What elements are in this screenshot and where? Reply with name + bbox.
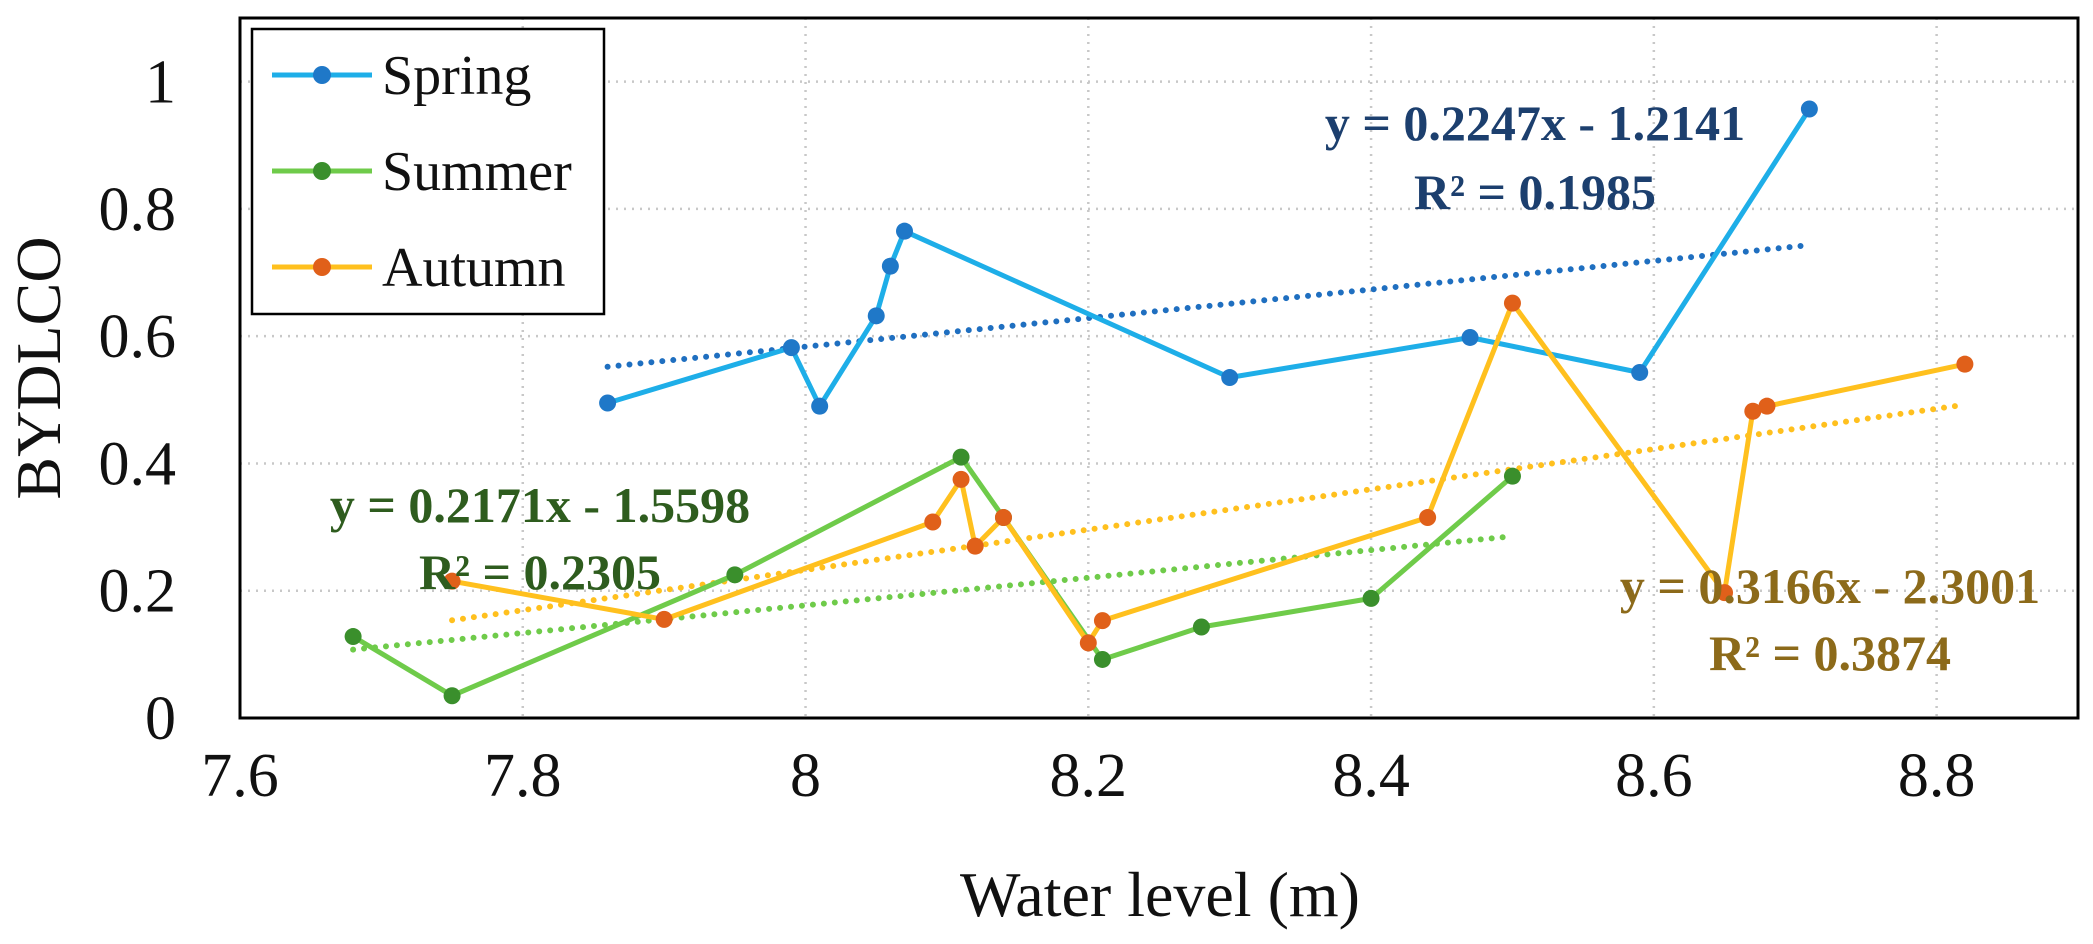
summer-point-6 [1093, 650, 1111, 668]
y-tick-0-4: 0.4 [99, 430, 177, 498]
x-tick-8-6: 8.6 [1615, 742, 1693, 810]
series-markers [344, 100, 1974, 705]
autumn-point-2 [655, 610, 673, 628]
trendlines [350, 242, 1968, 653]
summer-point-8 [1362, 589, 1380, 607]
spring-r2: R² = 0.1985 [1414, 164, 1656, 220]
autumn-point-3 [924, 513, 942, 531]
autumn-point-12 [1744, 402, 1762, 420]
autumn-point-1 [443, 572, 461, 590]
spring-point-1 [599, 394, 617, 412]
x-tick-8-2: 8.2 [1050, 742, 1128, 810]
autumn-point-10 [1503, 294, 1521, 312]
summer-point-7 [1192, 618, 1210, 636]
legend-label-spring: Spring [382, 45, 531, 107]
y-tick-0: 0 [145, 685, 176, 753]
spring-point-3 [811, 397, 829, 415]
summer-point-4 [952, 448, 970, 466]
x-tick-7-8: 7.8 [484, 742, 562, 810]
autumn-point-13 [1758, 397, 1776, 415]
legend-marker-spring [313, 66, 331, 84]
autumn-point-6 [994, 509, 1012, 527]
spring-line [606, 107, 1812, 409]
summer-trendline [350, 533, 1516, 653]
autumn-line [451, 300, 1966, 646]
y-axis-title: BYDLCO [3, 236, 74, 499]
spring-point-8 [1461, 328, 1479, 346]
autumn-point-8 [1093, 612, 1111, 630]
spring-point-10 [1800, 100, 1818, 118]
tick-labels: 7.6 7.8 8 8.2 8.4 8.6 8.8 0 0.2 0.4 0.6 0.8 1 [99, 49, 1976, 810]
autumn-point-4 [952, 470, 970, 488]
spring-point-6 [896, 222, 914, 240]
autumn-point-11 [1716, 584, 1734, 602]
spring-point-4 [867, 307, 885, 325]
x-tick-8-4: 8.4 [1332, 742, 1410, 810]
summer-point-2 [443, 687, 461, 705]
summer-point-1 [344, 628, 362, 646]
summer-point-9 [1503, 467, 1521, 485]
spring-point-9 [1631, 363, 1649, 381]
y-tick-0-2: 0.2 [99, 558, 177, 626]
plot-area [238, 16, 2080, 720]
spring-trendline [604, 242, 1813, 370]
y-tick-0-8: 0.8 [99, 176, 177, 244]
spring-point-2 [782, 339, 800, 357]
autumn-point-5 [966, 537, 984, 555]
legend-marker-autumn [313, 258, 331, 276]
autumn-equation: y = 0.3166x - 2.3001 [1620, 558, 2040, 614]
summer-point-3 [726, 566, 744, 584]
autumn-point-9 [1419, 509, 1437, 527]
trendline-equations: y = 0.2247x - 1.2141 R² = 0.1985 y = 0.2… [330, 95, 2040, 681]
y-tick-1: 1 [145, 49, 176, 117]
spring-point-5 [881, 257, 899, 275]
legend: Spring Summer Autumn [250, 27, 606, 316]
legend-label-autumn: Autumn [382, 237, 566, 299]
x-axis-title: Water level (m) [960, 859, 1360, 930]
summer-r2: R² = 0.2305 [419, 544, 661, 600]
autumn-r2: R² = 0.3874 [1709, 625, 1951, 681]
legend-label-summer: Summer [382, 141, 572, 203]
autumn-trendline [449, 401, 1968, 624]
spring-point-7 [1221, 369, 1239, 387]
x-tick-8-8: 8.8 [1898, 742, 1976, 810]
autumn-point-7 [1079, 634, 1097, 652]
y-tick-0-6: 0.6 [99, 303, 177, 371]
x-tick-7-6: 7.6 [201, 742, 279, 810]
spring-equation: y = 0.2247x - 1.2141 [1325, 95, 1745, 151]
autumn-point-14 [1956, 355, 1974, 373]
legend-marker-summer [313, 162, 331, 180]
summer-equation: y = 0.2171x - 1.5598 [330, 477, 750, 533]
x-tick-8: 8 [790, 742, 821, 810]
